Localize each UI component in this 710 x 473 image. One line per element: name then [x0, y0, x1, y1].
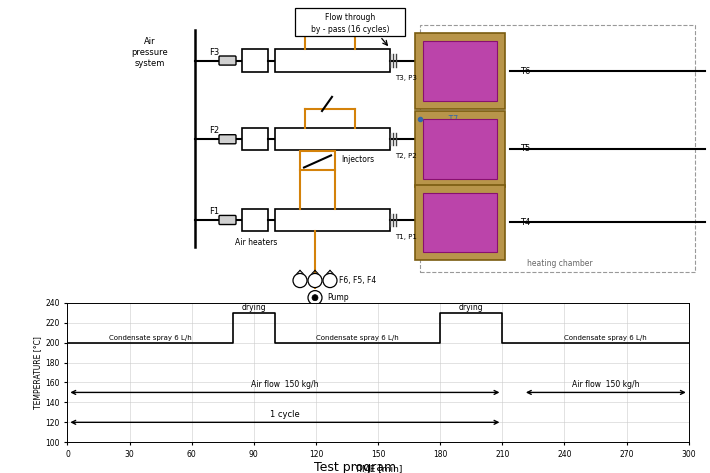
Bar	[295, 8, 405, 36]
Text: —T7: —T7	[442, 114, 459, 123]
Circle shape	[293, 273, 307, 288]
Text: T5: T5	[520, 144, 530, 153]
Text: Flow through: Flow through	[325, 13, 375, 22]
Text: Injectors: Injectors	[341, 155, 374, 164]
Text: by - pass (16 cycles): by - pass (16 cycles)	[311, 25, 389, 34]
Bar	[242, 50, 268, 71]
Text: T4: T4	[520, 218, 530, 227]
Text: Condensate spray 6 L/h: Condensate spray 6 L/h	[109, 334, 192, 341]
Text: drying: drying	[241, 303, 266, 312]
X-axis label: TIME [min]: TIME [min]	[354, 464, 403, 473]
Bar	[423, 193, 497, 252]
FancyBboxPatch shape	[219, 135, 236, 144]
Bar	[415, 184, 505, 260]
Bar	[415, 33, 505, 109]
Text: Test program: Test program	[314, 461, 396, 473]
Text: T6: T6	[520, 67, 530, 76]
Bar	[275, 128, 390, 150]
Bar	[423, 119, 497, 179]
FancyBboxPatch shape	[219, 215, 236, 225]
Text: T2, P2: T2, P2	[395, 153, 417, 159]
Text: F2: F2	[209, 126, 219, 135]
Bar	[275, 50, 390, 71]
Bar	[275, 209, 390, 231]
Text: Condensate spray 6 L/h: Condensate spray 6 L/h	[316, 334, 399, 341]
Bar	[307, 307, 325, 321]
Text: F3: F3	[209, 47, 219, 56]
Text: F1: F1	[209, 207, 219, 216]
Bar	[242, 128, 268, 150]
Text: Air
pressure
system: Air pressure system	[131, 37, 168, 68]
Text: F6, F5, F4: F6, F5, F4	[339, 276, 376, 285]
Circle shape	[323, 273, 337, 288]
Bar	[420, 25, 695, 272]
Text: Condensate
tank: Condensate tank	[331, 304, 376, 324]
Text: T3, P3: T3, P3	[395, 75, 417, 81]
FancyBboxPatch shape	[219, 56, 236, 65]
Text: 1 cycle: 1 cycle	[270, 411, 300, 420]
Text: heating chamber: heating chamber	[528, 259, 593, 268]
Text: drying: drying	[459, 303, 484, 312]
Bar	[423, 41, 497, 101]
Text: Pump: Pump	[327, 293, 349, 302]
Bar	[242, 209, 268, 231]
Text: Condensate spray 6 L/h: Condensate spray 6 L/h	[564, 334, 648, 341]
Bar	[415, 111, 505, 187]
Text: Air heaters: Air heaters	[235, 238, 277, 247]
Circle shape	[308, 290, 322, 305]
Circle shape	[308, 273, 322, 288]
Text: T1, P1: T1, P1	[395, 234, 417, 240]
Y-axis label: TEMPERATURE [°C]: TEMPERATURE [°C]	[33, 336, 43, 409]
Text: Air flow  150 kg/h: Air flow 150 kg/h	[572, 380, 640, 389]
Circle shape	[312, 295, 318, 301]
Bar	[300, 151, 335, 169]
Text: Air flow  150 kg/h: Air flow 150 kg/h	[251, 380, 319, 389]
